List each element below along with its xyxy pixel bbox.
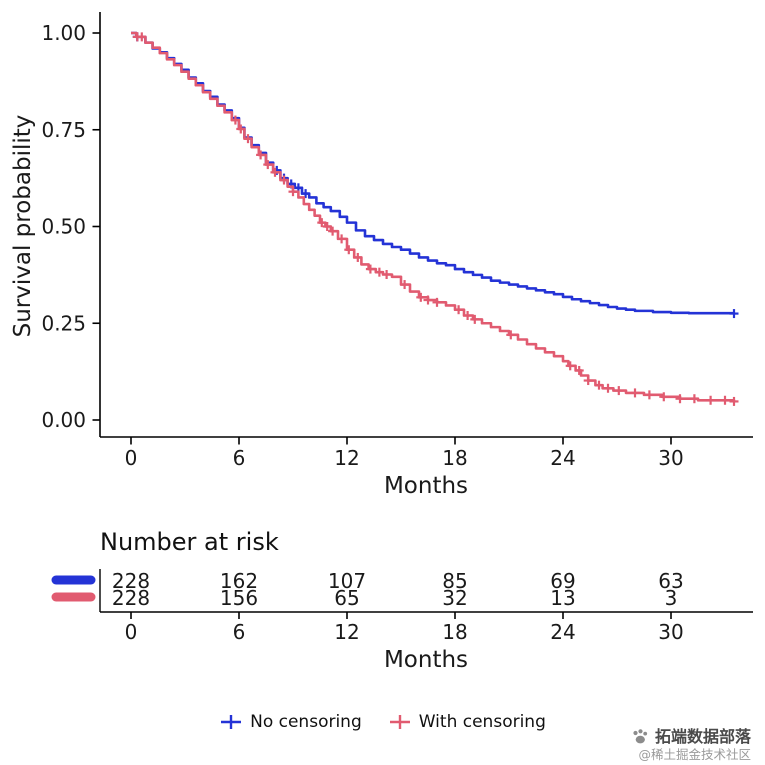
watermark-brand: 拓端数据部落 (630, 727, 751, 747)
risk-count: 13 (550, 586, 575, 610)
y-axis-title: Survival probability (10, 115, 36, 338)
legend-plus-icon (389, 715, 410, 729)
paw-logo-icon (633, 729, 648, 744)
x-axis-title: Months (384, 473, 468, 499)
risk-count: 65 (334, 586, 359, 610)
risk-x-tick-label: 24 (550, 620, 575, 644)
risk-count: 3 (665, 586, 678, 610)
y-tick-label: 0.50 (41, 215, 86, 239)
risk-count: 32 (442, 586, 467, 610)
survival-curve-no-censoring (131, 31, 736, 315)
x-tick-label: 30 (658, 446, 683, 470)
risk-count: 107 (328, 569, 366, 593)
risk-x-tick-label: 12 (334, 620, 359, 644)
risk-x-tick-label: 0 (125, 620, 138, 644)
risk-count: 63 (658, 569, 683, 593)
risk-x-tick-label: 18 (442, 620, 467, 644)
legend-plus-icon (221, 715, 242, 729)
x-tick-label: 6 (233, 446, 246, 470)
watermark-name: 拓端数据部落 (654, 727, 751, 747)
x-tick-label: 12 (334, 446, 359, 470)
risk-count: 228 (112, 569, 150, 593)
y-tick-label: 0.25 (41, 311, 86, 335)
survival-chart: 0.00 0.25 0.50 0.75 1.00 0 6 12 18 24 30 Survival … (10, 12, 753, 499)
risk-x-tick-label: 6 (233, 620, 246, 644)
risk-count: 85 (442, 569, 467, 593)
risk-count: 156 (220, 586, 258, 610)
x-tick-label: 18 (442, 446, 467, 470)
legend-label: No censoring (250, 712, 362, 732)
risk-x-axis-title: Months (384, 647, 468, 673)
survival-curve-with-censoring (131, 31, 736, 402)
plot-layer: 0.00 0.25 0.50 0.75 1.00 0 6 12 18 24 30 (41, 12, 753, 470)
watermark: 拓端数据部落 @稀土掘金技术社区 (630, 727, 751, 763)
watermark-handle: @稀土掘金技术社区 (638, 747, 751, 763)
y-tick-label: 0.00 (41, 408, 86, 432)
risk-table-title: Number at risk (100, 528, 279, 556)
y-tick-label: 0.75 (41, 118, 86, 142)
legend-item: With censoring (388, 712, 546, 732)
risk-count: 228 (112, 586, 150, 610)
legend: No censoring With censoring (0, 712, 765, 732)
risk-x-tick-label: 30 (658, 620, 683, 644)
risk-count: 69 (550, 569, 575, 593)
legend-item: No censoring (219, 712, 362, 732)
x-tick-label: 24 (550, 446, 575, 470)
y-tick-label: 1.00 (41, 21, 86, 45)
risk-count: 162 (220, 569, 258, 593)
x-tick-label: 0 (125, 446, 138, 470)
legend-label: With censoring (418, 712, 546, 732)
